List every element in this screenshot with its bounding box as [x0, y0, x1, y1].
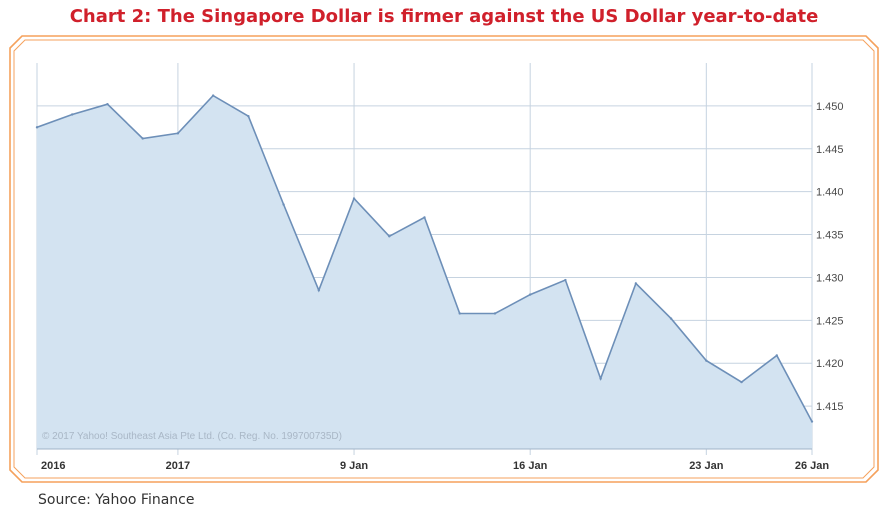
chart-title: Chart 2: The Singapore Dollar is firmer … [69, 6, 819, 27]
data-point [352, 197, 356, 200]
data-point [705, 359, 708, 362]
x-axis-ticks: 2016 2017 9 Jan 16 Jan 23 Jan 26 Jan [41, 460, 829, 472]
data-point [247, 114, 250, 118]
series-area [37, 95, 812, 449]
x-tick-label: 16 Jan [513, 460, 548, 472]
data-point [141, 137, 144, 140]
data-point [740, 380, 743, 384]
y-tick-label: 1.440 [816, 187, 844, 199]
source-note: Source: Yahoo Finance [38, 492, 195, 508]
x-tick-label: 9 Jan [340, 460, 368, 472]
data-point [634, 282, 638, 285]
data-point [564, 278, 567, 282]
data-point [106, 102, 109, 106]
data-point [493, 312, 497, 315]
data-point [35, 126, 39, 129]
x-tick-label: 2017 [166, 460, 190, 472]
data-point [423, 216, 426, 219]
data-point [388, 235, 391, 238]
x-tick-label: 26 Jan [795, 460, 830, 472]
frame-outer-border [9, 35, 879, 483]
y-tick-label: 1.445 [816, 144, 844, 156]
y-tick-label: 1.420 [816, 358, 844, 370]
y-axis-ticks: 1.450 1.445 1.440 1.435 1.430 1.425 1.420 1.415 [816, 101, 844, 413]
y-tick-label: 1.430 [816, 272, 844, 284]
data-point [211, 94, 215, 97]
copyright-note: © 2017 Yahoo! Southeast Asia Pte Ltd. (C… [42, 431, 342, 442]
data-point [810, 420, 814, 423]
data-point [282, 203, 285, 206]
y-tick-label: 1.415 [816, 401, 844, 413]
data-point [669, 317, 673, 320]
frame-inner-border [13, 39, 875, 479]
data-point [176, 132, 180, 135]
y-tick-label: 1.425 [816, 315, 844, 327]
data-point [528, 293, 532, 296]
chart-frame: 1.450 1.445 1.440 1.435 1.430 1.425 1.420 1.415… [9, 35, 879, 483]
data-point [71, 113, 74, 116]
data-point [775, 354, 778, 357]
x-tick-label: 2016 [41, 460, 65, 472]
y-tick-label: 1.450 [816, 101, 844, 113]
data-point [458, 312, 461, 315]
x-tick-label: 23 Jan [689, 460, 724, 472]
data-point [599, 377, 602, 380]
data-point [317, 289, 321, 292]
y-tick-label: 1.435 [816, 230, 844, 242]
